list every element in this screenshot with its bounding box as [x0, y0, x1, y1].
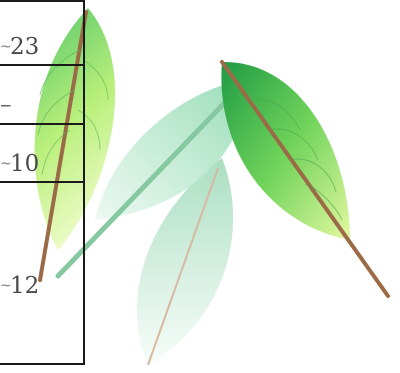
pale-leaf-middle — [95, 80, 246, 220]
tilde-prefix: ~ — [0, 278, 12, 294]
table-cell: ~ 10 — [0, 153, 39, 176]
table-cell: ~ 23 — [0, 36, 39, 59]
table-cell: – — [0, 94, 12, 117]
cell-value: 12 — [10, 273, 40, 299]
tilde-prefix: ~ — [0, 156, 12, 172]
table-cell: ~ 12 — [0, 275, 39, 298]
cell-value: 10 — [10, 151, 40, 177]
table-divider — [0, 181, 85, 183]
table-divider — [0, 123, 85, 125]
tilde-prefix: ~ — [0, 39, 12, 55]
value-table: ~ 23 – ~ 10 ~ 12 — [0, 0, 85, 365]
table-divider — [0, 64, 85, 66]
cell-value: 23 — [10, 34, 40, 60]
cell-value: – — [0, 92, 12, 118]
